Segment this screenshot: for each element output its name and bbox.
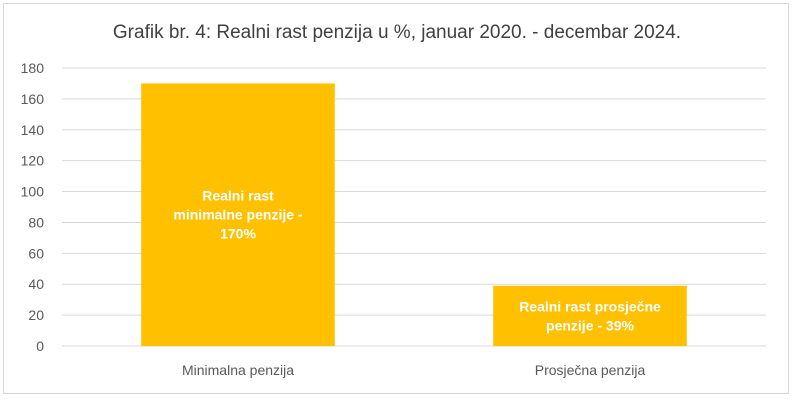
x-category-label-0: Minimalna penzija — [182, 362, 294, 378]
y-tick-label-40: 40 — [28, 276, 44, 292]
bar-data-label-line: minimalne penzije - — [173, 207, 302, 223]
y-tick-label-20: 20 — [28, 307, 44, 323]
bar-data-label-line: Realni rast prosječne — [519, 298, 661, 314]
chart-title: Grafik br. 4: Realni rast penzija u %, j… — [112, 22, 682, 43]
bars — [141, 83, 687, 346]
bar-prosjecna-penzija — [493, 285, 687, 346]
y-tick-label-60: 60 — [28, 245, 44, 261]
bar-data-label-line: Realni rast — [202, 188, 274, 204]
y-tick-label-100: 100 — [21, 184, 45, 200]
y-tick-label-140: 140 — [21, 122, 45, 138]
x-axis-category-labels: Minimalna penzija Prosječna penzija — [182, 362, 645, 378]
y-tick-label-120: 120 — [21, 153, 45, 169]
bar-data-label-0: Realni rast minimalne penzije - 170% — [173, 188, 302, 242]
bar-data-label-line: penzije - 39% — [546, 317, 634, 333]
y-tick-label-80: 80 — [28, 214, 44, 230]
bar-data-label-line: 170% — [220, 226, 256, 242]
y-tick-label-0: 0 — [36, 338, 44, 354]
y-tick-label-160: 160 — [21, 91, 45, 107]
bar-data-labels: Realni rast minimalne penzije -170%Realni… — [173, 188, 661, 334]
x-category-label-1: Prosječna penzija — [535, 362, 646, 378]
y-tick-label-180: 180 — [21, 60, 45, 76]
bar-data-label-1: Realni rast prosječne penzije - 39% — [519, 298, 661, 333]
y-axis-tick-labels: 0 20 40 60 80 100 120 140 160 180 — [21, 60, 45, 354]
bar-minimalna-penzija — [141, 83, 335, 346]
